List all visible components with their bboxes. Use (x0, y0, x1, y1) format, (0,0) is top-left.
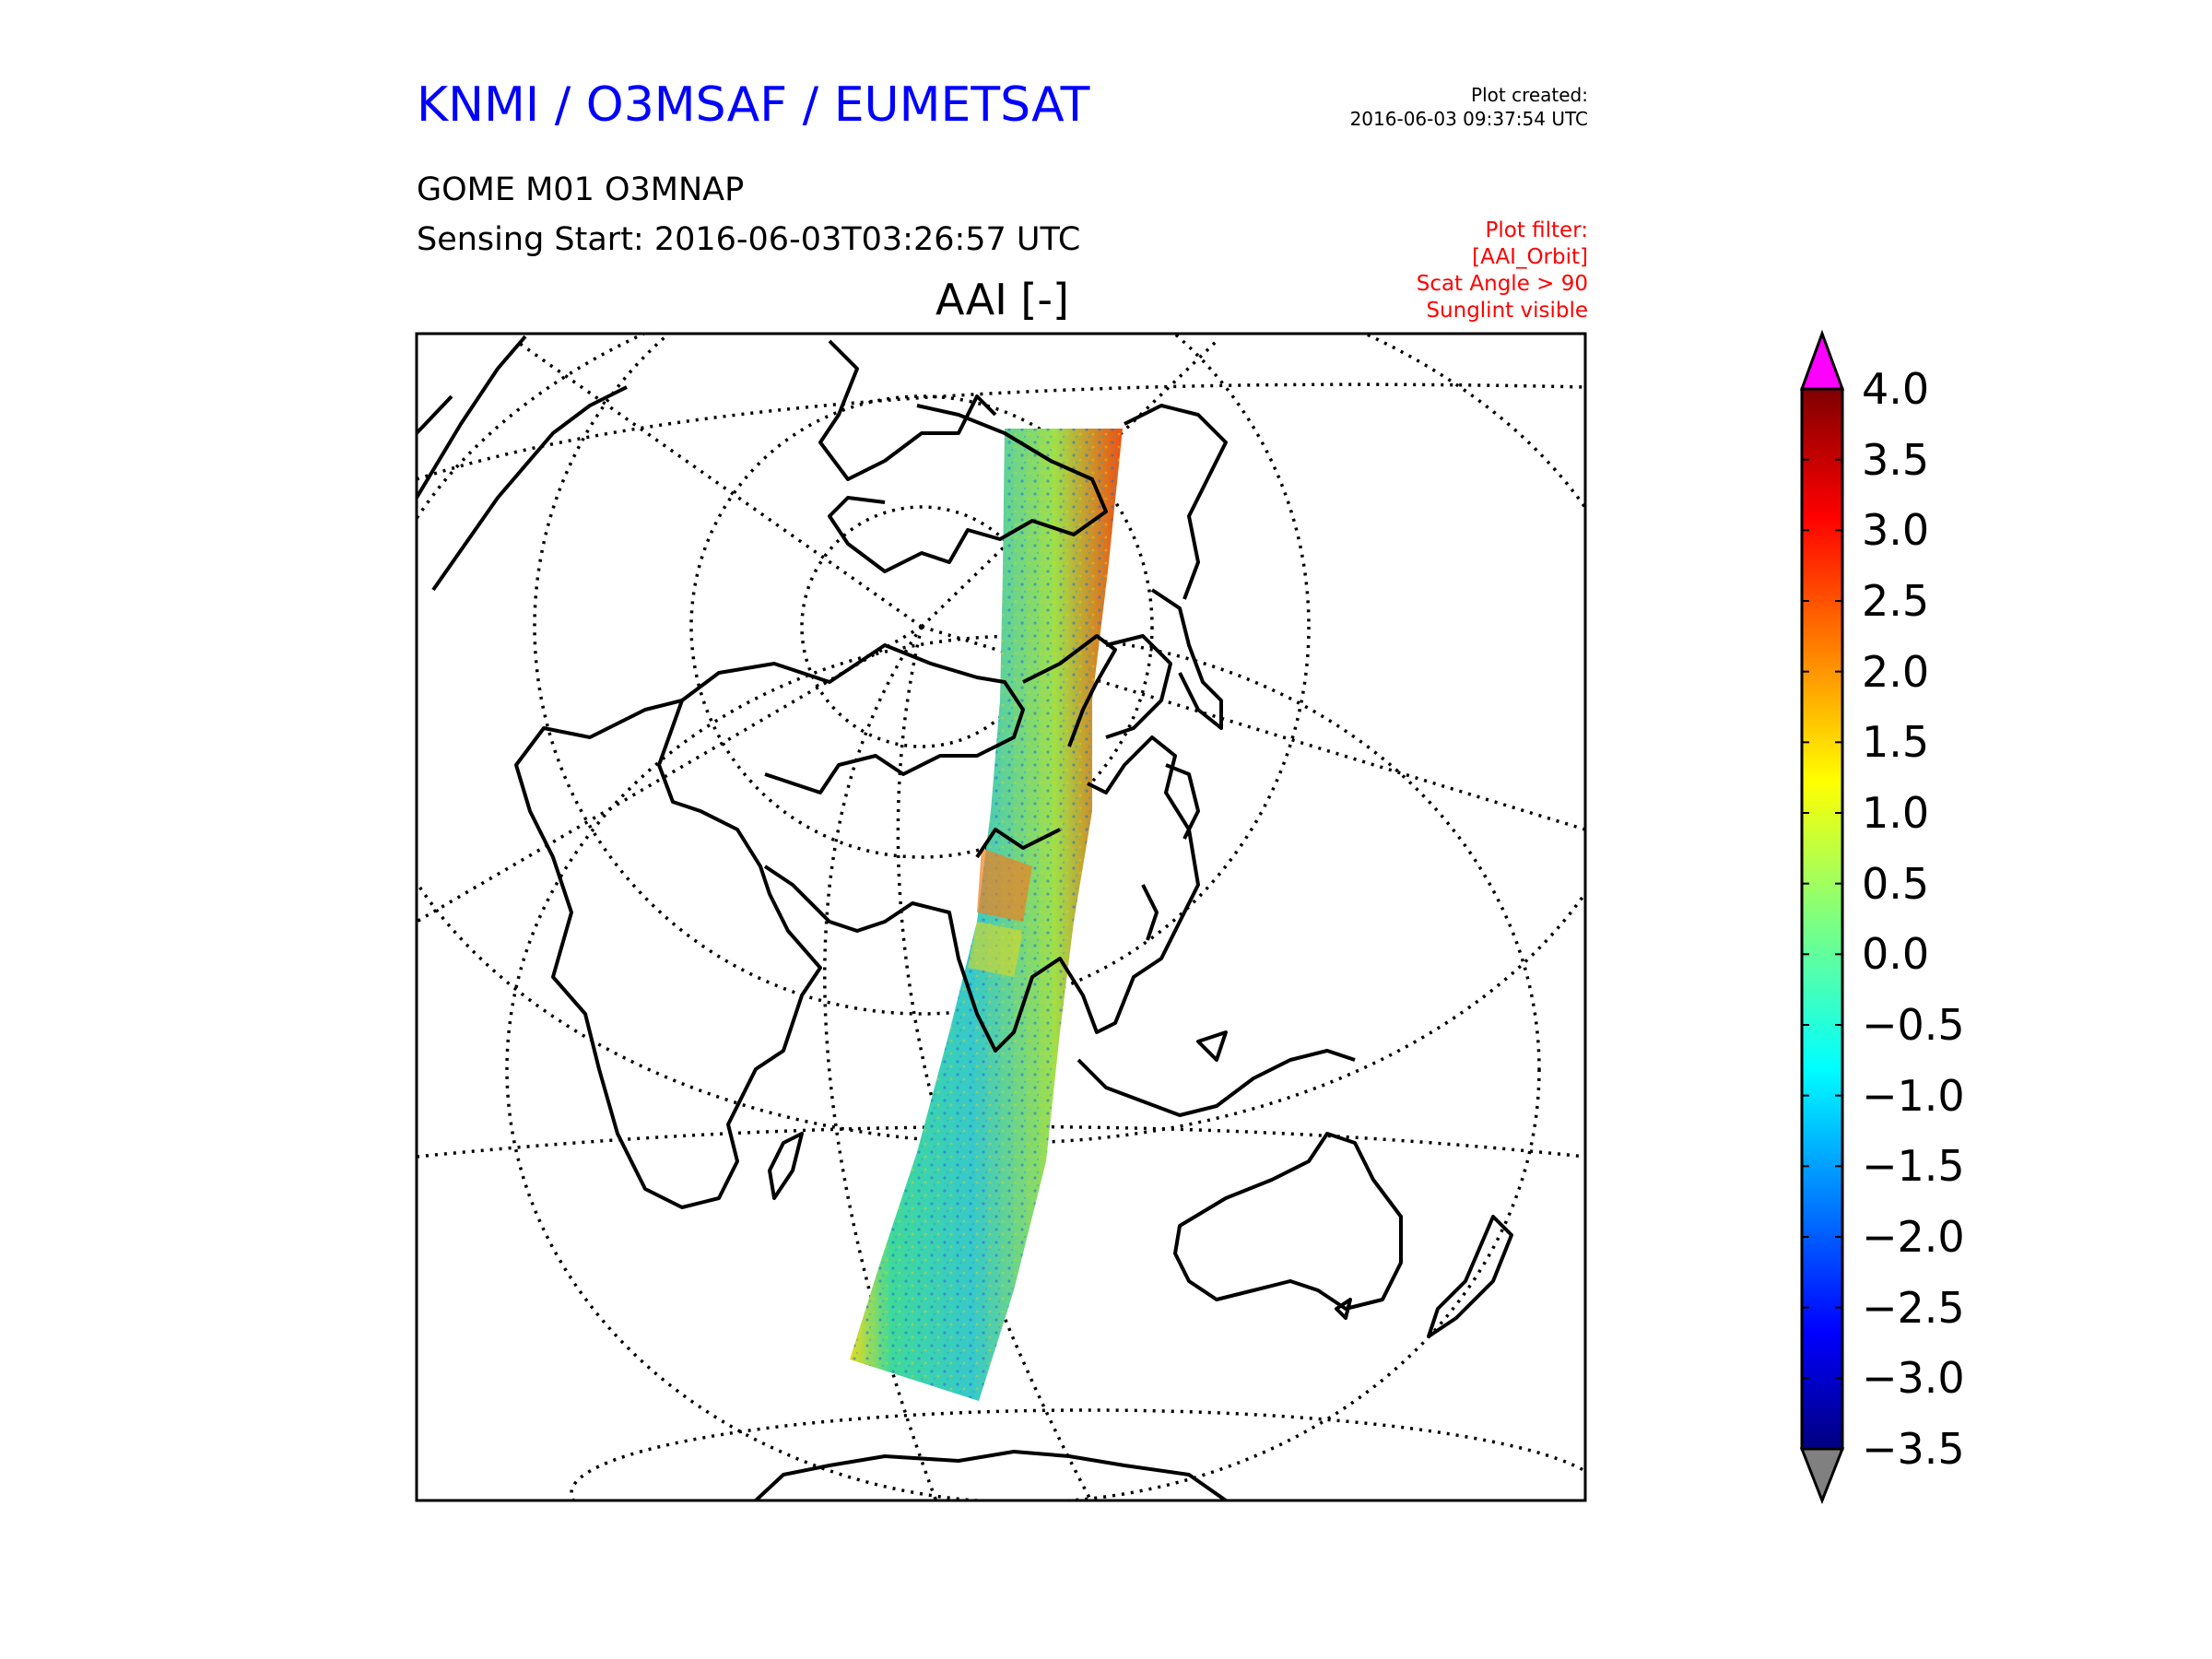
coast-scandinavia (818, 339, 997, 481)
gome-swath (850, 429, 1123, 1401)
colorbar-ticks (1802, 388, 1842, 1450)
graticule-meridian-1 (823, 626, 938, 1500)
colorbar-tick-label: −2.5 (1862, 1282, 1965, 1333)
graticule-parallel-2 (417, 382, 1585, 481)
coast-japan (1165, 763, 1200, 840)
coast-indonesia (1077, 1049, 1356, 1117)
swath-hotspot-1 (977, 848, 1032, 922)
coast-new-zealand (1427, 1215, 1513, 1338)
plot-created: Plot created: 2016-06-03 09:37:54 UTC (1350, 83, 1588, 131)
coast-europe (680, 643, 1025, 794)
colorbar-tick-label: 1.5 (1862, 717, 1930, 768)
colorbar-tick-label: 2.5 (1862, 576, 1930, 626)
graticule-circle-3 (533, 334, 1311, 1016)
plot-created-label: Plot created: (1471, 84, 1588, 106)
sensing-start: Sensing Start: 2016-06-03T03:26:57 UTC (417, 221, 1081, 258)
colorbar-over-triangle (1799, 329, 1845, 391)
coast-east-siberia (1124, 404, 1228, 600)
colorbar-tick-label: 3.5 (1862, 434, 1930, 485)
colorbar-tick-label: 1.0 (1862, 788, 1930, 838)
coastlines (417, 335, 1513, 1500)
colorbar-under-triangle (1799, 1447, 1845, 1505)
coast-indochina (1141, 884, 1159, 941)
plot-filter: Plot filter: [AAI_Orbit] Scat Angle > 90… (1417, 218, 1588, 324)
coast-arctic-russia (828, 404, 1108, 573)
coast-kara-sea (1022, 634, 1117, 747)
colorbar-tick-label: 4.0 (1862, 364, 1930, 414)
plot-created-time: 2016-06-03 09:37:54 UTC (1349, 108, 1588, 130)
coast-greenland-east (431, 385, 628, 592)
coast-antarctica (754, 1450, 1228, 1500)
colorbar-tick-label: 0.0 (1862, 929, 1930, 980)
coast-arctic-island (417, 394, 453, 435)
coast-borneo (1196, 1030, 1228, 1062)
org-title: KNMI / O3MSAF / EUMETSAT (417, 77, 1090, 133)
colorbar-tick-label: −0.5 (1862, 1000, 1965, 1050)
map-area (417, 334, 1585, 1500)
plot-filter-line-2: Scat Angle > 90 (1416, 272, 1588, 296)
plot-filter-label: Plot filter: (1485, 218, 1588, 242)
colorbar-tick-label: 3.0 (1862, 505, 1930, 556)
coast-africa (514, 699, 822, 1209)
colorbar-tick-label: −3.0 (1862, 1353, 1965, 1404)
colorbar (1799, 329, 1845, 1505)
coast-black-caspian (975, 828, 1061, 859)
graticule-circle-2 (689, 394, 1154, 859)
colorbar-tick-label: −1.5 (1862, 1141, 1965, 1192)
colorbar-bar (1800, 387, 1844, 1451)
graticule-meridian-5 (514, 339, 924, 629)
coast-madagascar (768, 1132, 804, 1200)
colorbar-tick-label: 2.0 (1862, 646, 1930, 697)
graticule-circle-6 (570, 1408, 1585, 1500)
plot-filter-line-3: Sunglint visible (1426, 299, 1588, 323)
swath-speckle (850, 429, 1123, 1401)
coast-australia (1173, 1132, 1403, 1311)
coast-greenland-west (417, 335, 527, 500)
coast-kamchatka (1150, 588, 1223, 730)
product-name: GOME M01 O3MNAP (417, 171, 745, 208)
plot-filter-line-1: [AAI_Orbit] (1472, 245, 1588, 269)
coast-okhotsk (1105, 634, 1172, 739)
map-title: AAI [-] (935, 275, 1069, 324)
colorbar-tick-label: −3.5 (1862, 1424, 1965, 1474)
colorbar-tick-label: −2.0 (1862, 1212, 1965, 1262)
coast-tasmania (1335, 1298, 1352, 1320)
swath-hotspot-2 (968, 922, 1023, 977)
colorbar-tick-label: −1.0 (1862, 1070, 1965, 1121)
colorbar-tick-label: 0.5 (1862, 858, 1930, 909)
map-frame (415, 332, 1587, 1502)
